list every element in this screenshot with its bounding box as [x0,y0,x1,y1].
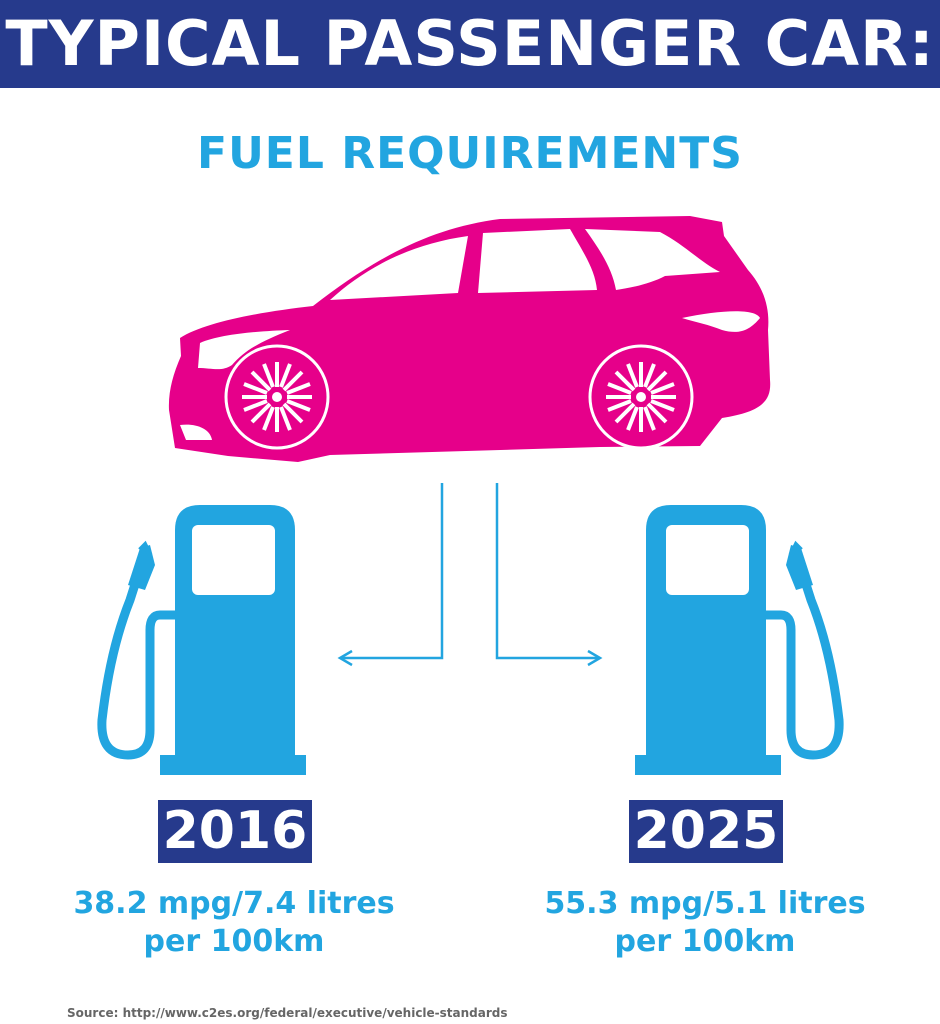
fuel-value-line2: per 100km [614,924,796,959]
fuel-pump-icon [97,505,306,775]
fuel-pump-icon [635,505,839,775]
subtitle: FUEL REQUIREMENTS [197,128,743,179]
fuel-value-2025: 55.3 mpg/5.1 litres per 100km [505,885,905,961]
arrow-left-icon [337,483,444,667]
car-icon [168,216,771,462]
fuel-value-line2: per 100km [143,924,325,959]
fuel-value-line1: 55.3 mpg/5.1 litres [544,886,866,921]
year-badge-2016: 2016 [158,800,312,863]
arrow-right-icon [495,483,603,667]
rear-wheel [588,344,694,450]
front-wheel [224,344,330,450]
page-title: TYPICAL PASSENGER CAR: [0,0,940,88]
fuel-value-2016: 38.2 mpg/7.4 litres per 100km [34,885,434,961]
fuel-value-line1: 38.2 mpg/7.4 litres [73,886,395,921]
year-badge-2025: 2025 [629,800,783,863]
source-citation: Source: http://www.c2es.org/federal/exec… [67,1006,508,1020]
